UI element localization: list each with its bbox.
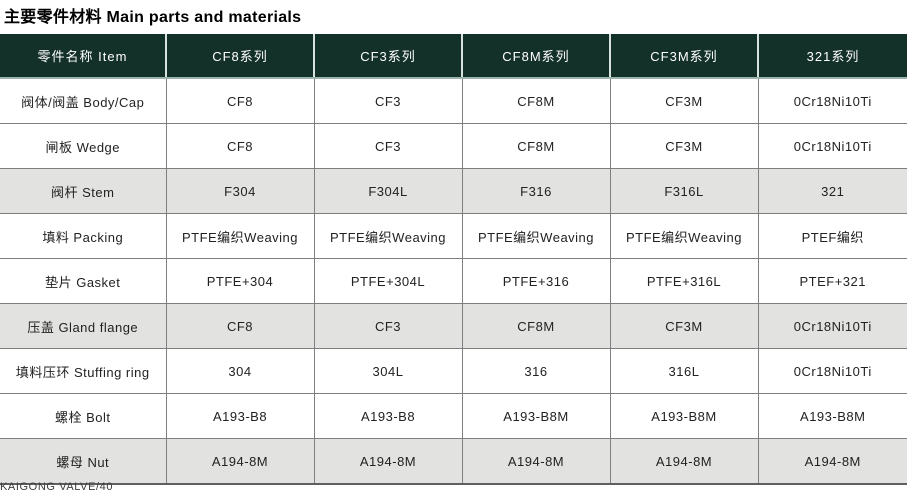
table-cell: 321 (757, 168, 907, 214)
table-cell: 0Cr18Ni10Ti (757, 303, 907, 349)
table-cell: 316L (609, 348, 759, 394)
table-row-stem: 阀杆 Stem F304 F304L F316 F316L 321 (0, 168, 907, 214)
table-cell: PTFE+304L (313, 258, 463, 304)
table-cell: 316 (461, 348, 611, 394)
table-cell: A193-B8M (757, 393, 907, 439)
table-cell: A193-B8M (609, 393, 759, 439)
row-item-label: 螺母 Nut (0, 438, 167, 485)
table-cell: PTFE+316L (609, 258, 759, 304)
row-item-label: 压盖 Gland flange (0, 303, 167, 349)
footer-text: KAIGONG VALVE/40 (0, 481, 114, 493)
row-item-label: 填料 Packing (0, 213, 167, 259)
table-cell: CF3 (313, 303, 463, 349)
table-cell: PTEF+321 (757, 258, 907, 304)
table-cell: 0Cr18Ni10Ti (757, 348, 907, 394)
table-cell: 0Cr18Ni10Ti (757, 123, 907, 169)
table-cell: F304L (313, 168, 463, 214)
table-cell: PTFE编织Weaving (165, 213, 315, 259)
column-header-cf3-series: CF3系列 (314, 34, 463, 79)
table-cell: CF8 (165, 123, 315, 169)
table-cell: 304 (165, 348, 315, 394)
table-row-bolt: 螺栓 Bolt A193-B8 A193-B8 A193-B8M A193-B8… (0, 393, 907, 439)
table-cell: A194-8M (609, 438, 759, 485)
table-cell: A193-B8 (313, 393, 463, 439)
table-cell: CF3 (313, 123, 463, 169)
table-cell: 0Cr18Ni10Ti (757, 78, 907, 124)
table-row-gland-flange: 压盖 Gland flange CF8 CF3 CF8M CF3M 0Cr18N… (0, 303, 907, 349)
column-header-cf8m-series: CF8M系列 (462, 34, 611, 79)
table-cell: PTFE编织Weaving (461, 213, 611, 259)
table-row-body-cap: 阀体/阀盖 Body/Cap CF8 CF3 CF8M CF3M 0Cr18Ni… (0, 78, 907, 124)
page-title: 主要零件材料 Main parts and materials (4, 9, 302, 26)
column-header-321-series: 321系列 (758, 34, 907, 79)
table-cell: F316 (461, 168, 611, 214)
table-cell: A193-B8M (461, 393, 611, 439)
table-cell: A194-8M (757, 438, 907, 485)
table-cell: A193-B8 (165, 393, 315, 439)
table-row-stuffing-ring: 填料压环 Stuffing ring 304 304L 316 316L 0Cr… (0, 348, 907, 394)
table-cell: PTFE编织Weaving (313, 213, 463, 259)
table-cell: CF3 (313, 78, 463, 124)
main-parts-materials-table: 零件名称 Item CF8系列 CF3系列 CF8M系列 CF3M系列 321系… (0, 34, 907, 485)
table-header-row: 零件名称 Item CF8系列 CF3系列 CF8M系列 CF3M系列 321系… (0, 34, 907, 79)
table-cell: A194-8M (313, 438, 463, 485)
table-row-wedge: 闸板 Wedge CF8 CF3 CF8M CF3M 0Cr18Ni10Ti (0, 123, 907, 169)
table-cell: PTFE编织Weaving (609, 213, 759, 259)
table-cell: CF3M (609, 123, 759, 169)
row-item-label: 垫片 Gasket (0, 258, 167, 304)
row-item-label: 螺栓 Bolt (0, 393, 167, 439)
table-cell: CF8M (461, 123, 611, 169)
table-cell: CF3M (609, 78, 759, 124)
table-row-gasket: 垫片 Gasket PTFE+304 PTFE+304L PTFE+316 PT… (0, 258, 907, 304)
row-item-label: 闸板 Wedge (0, 123, 167, 169)
table-cell: CF3M (609, 303, 759, 349)
table-cell: PTEF编织 (757, 213, 907, 259)
table-cell: F304 (165, 168, 315, 214)
row-item-label: 阀杆 Stem (0, 168, 167, 214)
table-row-nut: 螺母 Nut A194-8M A194-8M A194-8M A194-8M A… (0, 438, 907, 485)
table-cell: CF8M (461, 303, 611, 349)
row-item-label: 阀体/阀盖 Body/Cap (0, 78, 167, 124)
column-header-cf8-series: CF8系列 (166, 34, 315, 79)
table-cell: 304L (313, 348, 463, 394)
column-header-cf3m-series: CF3M系列 (610, 34, 759, 79)
table-cell: PTFE+316 (461, 258, 611, 304)
table-cell: CF8 (165, 303, 315, 349)
table-cell: CF8M (461, 78, 611, 124)
table-cell: CF8 (165, 78, 315, 124)
table-cell: A194-8M (165, 438, 315, 485)
table-row-packing: 填料 Packing PTFE编织Weaving PTFE编织Weaving P… (0, 213, 907, 259)
table-cell: PTFE+304 (165, 258, 315, 304)
table-cell: A194-8M (461, 438, 611, 485)
table-cell: F316L (609, 168, 759, 214)
row-item-label: 填料压环 Stuffing ring (0, 348, 167, 394)
column-header-item: 零件名称 Item (0, 34, 167, 79)
